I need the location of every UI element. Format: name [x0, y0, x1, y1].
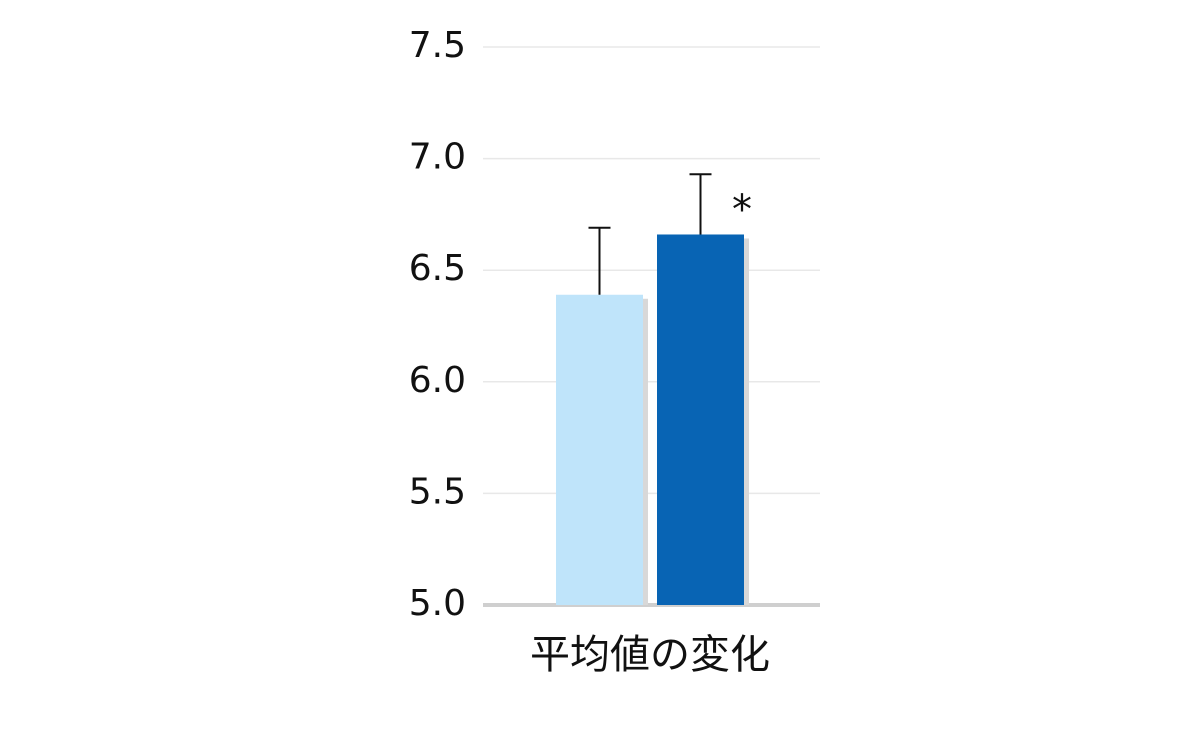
significance-mark: * — [732, 187, 752, 233]
y-tick-label: 6.0 — [409, 360, 466, 401]
y-tick-label: 5.0 — [409, 583, 466, 624]
x-tick-label: 平均値の変化 — [530, 632, 770, 678]
y-tick-label: 5.5 — [409, 471, 466, 512]
y-tick-label: 6.5 — [409, 248, 466, 289]
bar — [556, 294, 643, 605]
bar — [657, 234, 744, 605]
y-tick-label: 7.0 — [409, 137, 466, 178]
y-tick-label: 7.5 — [409, 25, 466, 66]
